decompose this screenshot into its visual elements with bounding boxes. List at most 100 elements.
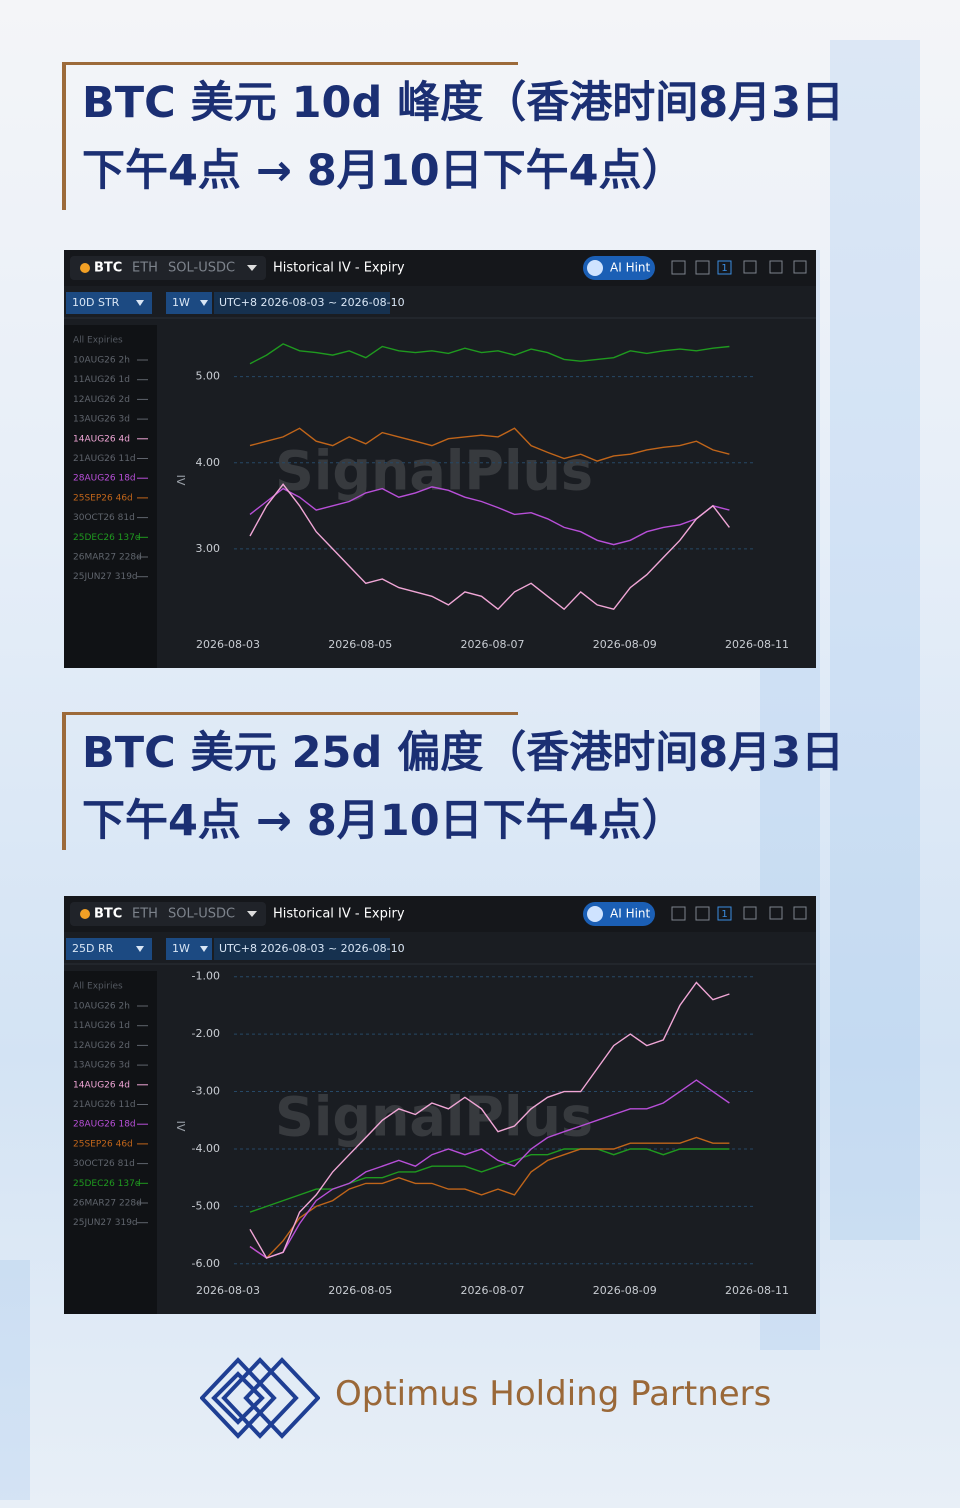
expiry-item[interactable]: 21AUG26 11d — [73, 1100, 136, 1110]
tab[interactable]: SOL-USDC — [168, 261, 235, 276]
tab-group — [70, 256, 266, 280]
icon-button[interactable] — [769, 260, 783, 274]
window-count[interactable]: 1 — [721, 909, 727, 920]
sidebar-header: All Expiries — [73, 982, 123, 992]
coin-icon — [80, 263, 90, 273]
watermark: SignalPlus — [275, 440, 593, 503]
range-box[interactable] — [214, 938, 390, 960]
range-label[interactable]: UTC+8 2026-08-03 ~ 2026-08-10 — [219, 942, 405, 955]
x-tick-label: 2026-08-11 — [725, 1284, 789, 1297]
y-tick-label: -6.00 — [192, 1257, 220, 1270]
expiry-item[interactable]: 26MAR27 228d — [73, 1199, 142, 1209]
expiry-item[interactable]: 30OCT26 81d — [73, 1159, 135, 1169]
dropdown-arrow[interactable] — [247, 911, 257, 917]
icon-button[interactable] — [695, 260, 710, 275]
ai-icon — [587, 260, 603, 276]
period-select[interactable] — [166, 292, 212, 314]
chart-panel: BTC ETH SOL-USDC Historical IV - Expiry AI H… — [64, 896, 816, 1314]
tab[interactable]: ETH — [132, 261, 158, 276]
ai-hint-label[interactable]: AI Hint — [610, 261, 651, 275]
x-tick-label: 2026-08-07 — [461, 638, 525, 651]
logo — [200, 1357, 320, 1439]
dropdown-arrow[interactable] — [247, 265, 257, 271]
expiry-item[interactable]: 25DEC26 137d — [73, 1179, 141, 1189]
view-title: Historical IV - Expiry — [273, 907, 405, 922]
tab[interactable]: SOL-USDC — [168, 907, 235, 922]
icon-button[interactable] — [793, 260, 807, 274]
y-tick-label: 4.00 — [196, 456, 221, 469]
icon-button[interactable] — [671, 260, 686, 275]
expiry-item[interactable]: 13AUG26 3d — [73, 415, 130, 425]
ai-hint-button[interactable] — [583, 256, 655, 280]
series-line — [249, 1079, 730, 1259]
expiry-item[interactable]: 25SEP26 46d — [73, 1139, 133, 1149]
expiry-item[interactable]: 25DEC26 137d — [73, 533, 141, 543]
chart-panel: BTC ETH SOL-USDC Historical IV - Expiry AI H… — [64, 250, 816, 668]
expiry-item[interactable]: 14AUG26 4d — [73, 434, 130, 444]
ai-hint-button[interactable] — [583, 902, 655, 926]
metric-label[interactable]: 25D RR — [72, 942, 114, 955]
series-line — [249, 427, 730, 462]
ai-icon — [587, 906, 603, 922]
period-label[interactable]: 1W — [172, 296, 190, 309]
window-count-box[interactable] — [717, 906, 732, 921]
expiry-item[interactable]: 11AUG26 1d — [73, 1021, 130, 1031]
icon-button[interactable] — [743, 260, 757, 274]
ai-hint-label[interactable]: AI Hint — [610, 907, 651, 921]
expiry-item[interactable]: 28AUG26 18d — [73, 474, 136, 484]
dropdown-arrow — [136, 946, 144, 952]
x-tick-label: 2026-08-03 — [196, 1284, 260, 1297]
period-select[interactable] — [166, 938, 212, 960]
y-tick-label: 3.00 — [196, 542, 221, 555]
x-tick-label: 2026-08-11 — [725, 638, 789, 651]
window-count-box[interactable] — [717, 260, 732, 275]
expiry-item[interactable]: 10AUG26 2h — [73, 356, 130, 366]
icon-button[interactable] — [743, 906, 757, 920]
expiry-item[interactable]: 30OCT26 81d — [73, 513, 135, 523]
icon-button[interactable] — [769, 906, 783, 920]
expiry-item[interactable]: 21AUG26 11d — [73, 454, 136, 464]
expiry-item[interactable]: 10AUG26 2h — [73, 1002, 130, 1012]
expiry-item[interactable]: 14AUG26 4d — [73, 1080, 130, 1090]
series-line — [249, 486, 730, 546]
range-box[interactable] — [214, 292, 390, 314]
dropdown-arrow — [200, 300, 208, 306]
metric-label[interactable]: 10D STR — [72, 296, 120, 309]
y-tick-label: -2.00 — [192, 1027, 220, 1040]
panel-background — [64, 896, 816, 1314]
tab[interactable]: BTC — [94, 261, 122, 276]
tab[interactable]: ETH — [132, 907, 158, 922]
expiry-item[interactable]: 26MAR27 228d — [73, 553, 142, 563]
tab[interactable]: BTC — [94, 907, 122, 922]
coin-icon — [80, 909, 90, 919]
y-tick-label: -4.00 — [192, 1142, 220, 1155]
series-line — [249, 1148, 730, 1213]
y-tick-label: -3.00 — [192, 1085, 220, 1098]
icon-button[interactable] — [793, 906, 807, 920]
heading-line: BTC 美元 25d 偏度（香港时间8月3日 — [82, 728, 845, 778]
expiry-item[interactable]: 11AUG26 1d — [73, 375, 130, 385]
x-tick-label: 2026-08-09 — [593, 638, 657, 651]
expiry-item[interactable]: 13AUG26 3d — [73, 1061, 130, 1071]
icon-button[interactable] — [695, 906, 710, 921]
window-count[interactable]: 1 — [721, 263, 727, 274]
expiry-item[interactable]: 28AUG26 18d — [73, 1120, 136, 1130]
background-shape — [0, 1260, 30, 1500]
heading-rule — [62, 712, 518, 715]
expiry-item[interactable]: 25SEP26 46d — [73, 493, 133, 503]
series-line — [249, 483, 730, 611]
icon-button[interactable] — [671, 906, 686, 921]
x-tick-label: 2026-08-03 — [196, 638, 260, 651]
y-axis-label: IV — [174, 475, 187, 486]
expiry-item[interactable]: 12AUG26 2d — [73, 1041, 130, 1051]
y-tick-label: 5.00 — [196, 370, 221, 383]
range-label[interactable]: UTC+8 2026-08-03 ~ 2026-08-10 — [219, 296, 405, 309]
expiry-item[interactable]: 25JUN27 319d — [73, 1218, 138, 1228]
expiry-item[interactable]: 25JUN27 319d — [73, 572, 138, 582]
metric-select[interactable] — [66, 938, 152, 960]
metric-select[interactable] — [66, 292, 152, 314]
period-label[interactable]: 1W — [172, 942, 190, 955]
heading: BTC 美元 25d 偏度（香港时间8月3日 下午4点 → 8月10日下午4点） — [62, 712, 844, 850]
expiry-item[interactable]: 12AUG26 2d — [73, 395, 130, 405]
